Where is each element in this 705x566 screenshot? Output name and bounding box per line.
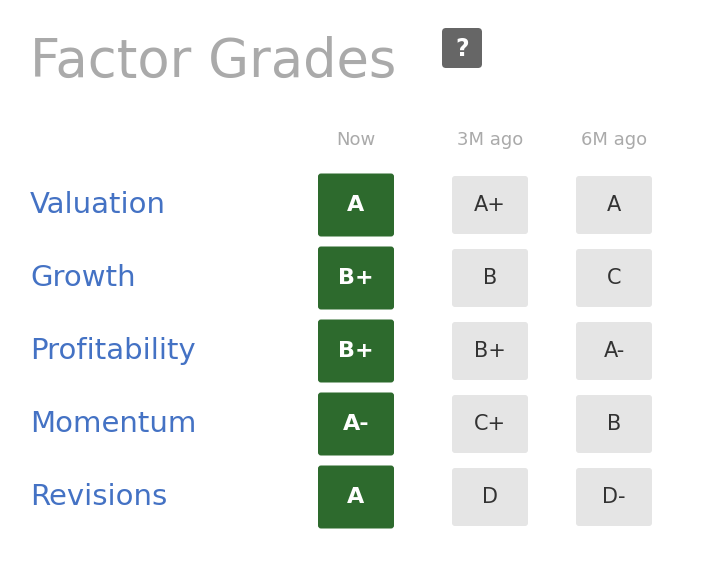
Text: Profitability: Profitability <box>30 337 196 365</box>
FancyBboxPatch shape <box>318 174 394 237</box>
Text: D: D <box>482 487 498 507</box>
Text: ?: ? <box>455 37 469 61</box>
FancyBboxPatch shape <box>442 28 482 68</box>
FancyBboxPatch shape <box>318 319 394 383</box>
Text: 6M ago: 6M ago <box>581 131 647 149</box>
Text: Revisions: Revisions <box>30 483 167 511</box>
FancyBboxPatch shape <box>576 249 652 307</box>
Text: A+: A+ <box>474 195 506 215</box>
FancyBboxPatch shape <box>576 176 652 234</box>
FancyBboxPatch shape <box>452 249 528 307</box>
Text: B+: B+ <box>338 341 374 361</box>
Text: B+: B+ <box>474 341 506 361</box>
Text: A: A <box>607 195 621 215</box>
FancyBboxPatch shape <box>318 465 394 529</box>
FancyBboxPatch shape <box>576 322 652 380</box>
Text: B+: B+ <box>338 268 374 288</box>
Text: Factor Grades: Factor Grades <box>30 36 396 88</box>
FancyBboxPatch shape <box>452 395 528 453</box>
Text: A: A <box>348 487 364 507</box>
Text: B: B <box>607 414 621 434</box>
FancyBboxPatch shape <box>452 468 528 526</box>
Text: Momentum: Momentum <box>30 410 197 438</box>
Text: Growth: Growth <box>30 264 135 292</box>
Text: C+: C+ <box>474 414 506 434</box>
FancyBboxPatch shape <box>452 322 528 380</box>
Text: Valuation: Valuation <box>30 191 166 219</box>
Text: A-: A- <box>343 414 369 434</box>
Text: 3M ago: 3M ago <box>457 131 523 149</box>
FancyBboxPatch shape <box>318 392 394 456</box>
Text: Now: Now <box>336 131 376 149</box>
FancyBboxPatch shape <box>576 395 652 453</box>
FancyBboxPatch shape <box>452 176 528 234</box>
Text: A: A <box>348 195 364 215</box>
Text: C: C <box>607 268 621 288</box>
FancyBboxPatch shape <box>576 468 652 526</box>
Text: A-: A- <box>603 341 625 361</box>
Text: B: B <box>483 268 497 288</box>
FancyBboxPatch shape <box>318 247 394 310</box>
Text: D-: D- <box>602 487 626 507</box>
